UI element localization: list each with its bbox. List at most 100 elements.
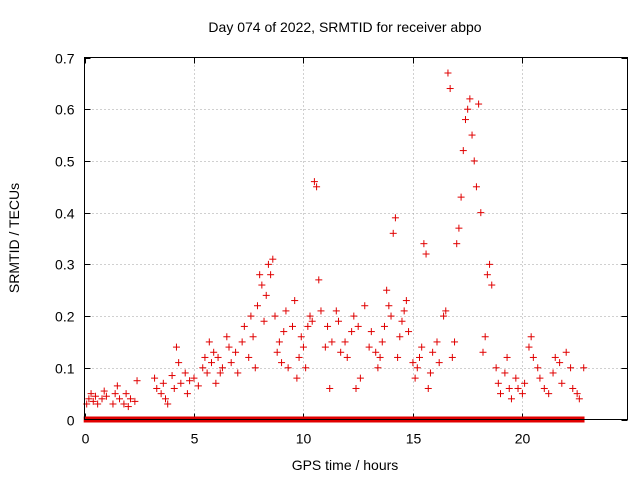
data-point: [212, 379, 220, 387]
data-point: [549, 369, 557, 377]
data-point: [464, 105, 472, 113]
data-point: [245, 353, 253, 361]
data-point: [109, 400, 117, 408]
data-point: [343, 353, 351, 361]
data-point: [159, 379, 167, 387]
data-point: [503, 353, 511, 361]
data-point: [310, 178, 318, 186]
data-point: [218, 364, 226, 372]
data-point: [162, 395, 170, 403]
data-point: [429, 348, 437, 356]
data-point: [91, 392, 99, 400]
data-point: [505, 384, 513, 392]
data-point: [170, 384, 178, 392]
data-point: [391, 214, 399, 222]
data-point: [304, 322, 312, 330]
x-tick-label: 5: [191, 431, 199, 447]
data-point: [440, 312, 448, 320]
data-point: [413, 364, 421, 372]
data-point: [435, 359, 443, 367]
x-tick-label: 10: [296, 431, 312, 447]
data-point: [396, 333, 404, 341]
data-point: [157, 390, 165, 398]
data-point: [210, 348, 218, 356]
y-tick-label: 0.3: [55, 257, 75, 273]
x-axis-label: GPS time / hours: [292, 457, 399, 473]
data-point: [262, 291, 270, 299]
data-point: [232, 348, 240, 356]
data-point: [282, 307, 290, 315]
data-point: [567, 364, 575, 372]
data-point: [415, 353, 423, 361]
data-point: [256, 271, 264, 279]
y-tick-label: 0.5: [55, 154, 75, 170]
chart-title: Day 074 of 2022, SRMTID for receiver abp…: [208, 19, 481, 35]
data-point: [183, 390, 191, 398]
data-point: [483, 271, 491, 279]
data-point: [227, 359, 235, 367]
data-point: [514, 384, 522, 392]
data-point: [378, 338, 386, 346]
data-point: [203, 369, 211, 377]
y-axis-label: SRMTID / TECUs: [6, 183, 22, 293]
data-point: [302, 364, 310, 372]
data-point: [133, 377, 141, 385]
data-point: [573, 390, 581, 398]
data-point: [426, 369, 434, 377]
data-point: [341, 338, 349, 346]
data-point: [280, 328, 288, 336]
data-point: [387, 312, 395, 320]
data-point: [352, 384, 360, 392]
data-points: [83, 69, 588, 423]
x-tick-label: 20: [515, 431, 531, 447]
data-point: [207, 359, 215, 367]
data-point: [267, 271, 275, 279]
data-point: [295, 353, 303, 361]
data-point: [374, 364, 382, 372]
data-point: [321, 343, 329, 351]
data-point: [488, 281, 496, 289]
data-point: [100, 387, 108, 395]
data-point: [111, 390, 119, 398]
data-point: [131, 397, 139, 405]
data-point: [306, 312, 314, 320]
data-point: [372, 348, 380, 356]
y-tick-label: 0.1: [55, 361, 75, 377]
data-point: [264, 260, 272, 268]
data-point: [334, 317, 342, 325]
data-point: [201, 353, 209, 361]
data-point: [124, 403, 132, 411]
data-point: [356, 374, 364, 382]
data-point: [442, 307, 450, 315]
data-point: [94, 400, 102, 408]
data-point: [380, 322, 388, 330]
data-point: [151, 374, 159, 382]
data-point: [190, 374, 198, 382]
data-point: [529, 353, 537, 361]
data-point: [534, 364, 542, 372]
y-tick-label: 0.4: [55, 206, 75, 222]
data-point: [389, 229, 397, 237]
data-point: [422, 250, 430, 258]
y-tick-label: 0.7: [55, 51, 75, 67]
data-point: [186, 377, 194, 385]
data-point: [394, 353, 402, 361]
data-point: [194, 382, 202, 390]
y-tick-label: 0.2: [55, 309, 75, 325]
data-point: [251, 364, 259, 372]
data-point: [470, 157, 478, 165]
data-point: [214, 353, 222, 361]
data-point: [247, 312, 255, 320]
data-point: [116, 395, 124, 403]
grid-lines: [84, 57, 628, 420]
data-point: [451, 338, 459, 346]
data-point: [85, 395, 93, 403]
data-point: [216, 369, 224, 377]
data-point: [253, 302, 261, 310]
data-point: [365, 343, 373, 351]
data-point: [126, 395, 134, 403]
data-point: [122, 390, 130, 398]
x-tick-label: 15: [406, 431, 422, 447]
data-point: [457, 193, 465, 201]
data-point: [240, 322, 248, 330]
